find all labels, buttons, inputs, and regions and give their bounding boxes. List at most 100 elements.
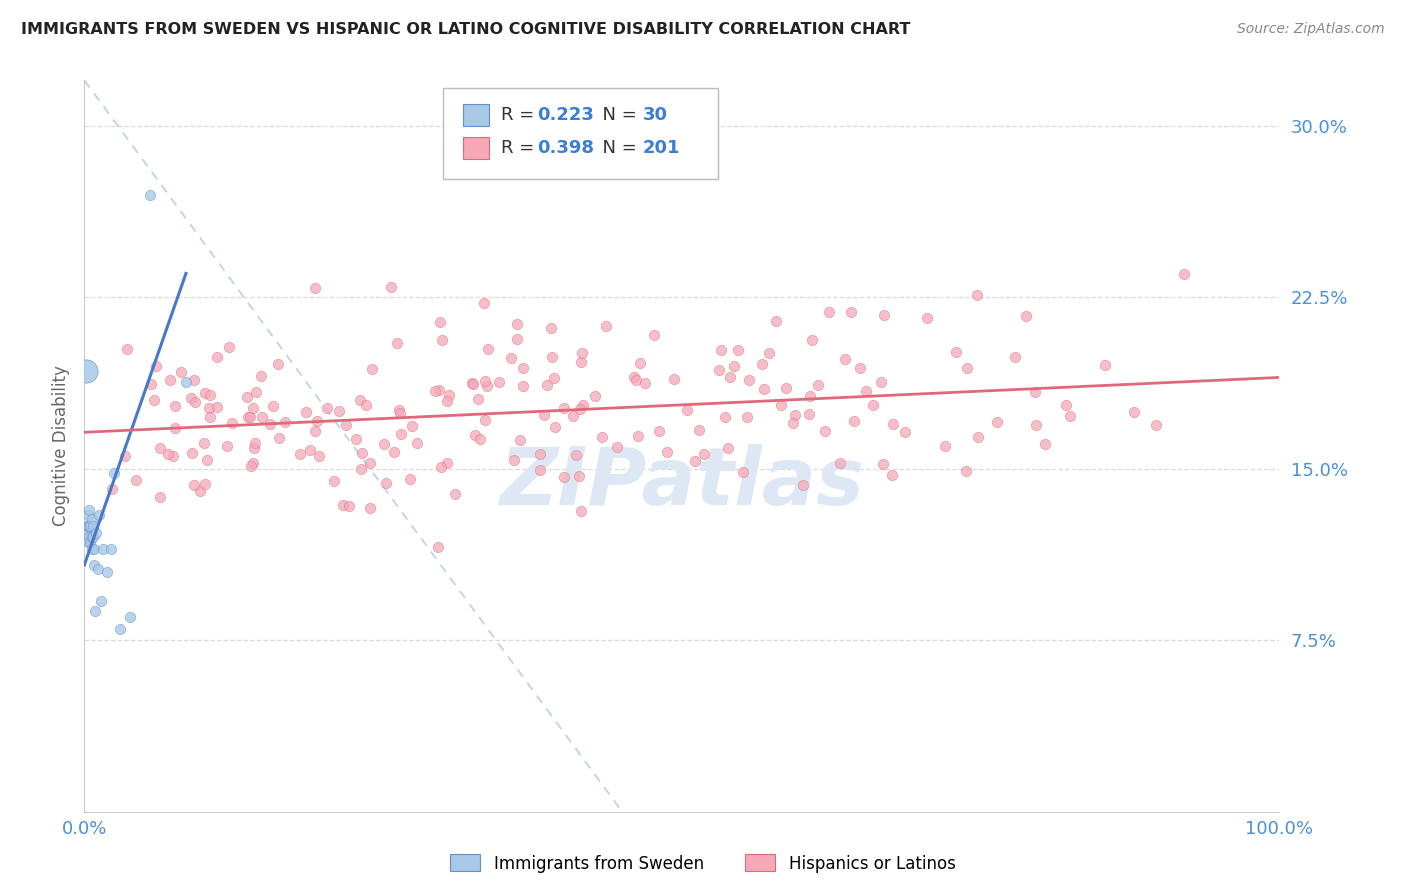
Point xyxy=(118,610,141,624)
Point xyxy=(115,342,138,356)
Point xyxy=(512,378,534,392)
Point xyxy=(882,417,904,431)
Point xyxy=(354,398,377,412)
Point xyxy=(262,399,284,413)
Point xyxy=(183,373,205,387)
Point xyxy=(828,456,851,470)
Point xyxy=(470,432,492,446)
Point xyxy=(882,468,904,483)
Point xyxy=(197,401,219,415)
Text: 0.223: 0.223 xyxy=(537,106,595,124)
Point xyxy=(738,373,761,387)
Point xyxy=(714,409,737,424)
Point xyxy=(114,449,136,463)
Point xyxy=(77,508,100,522)
Point xyxy=(562,409,585,424)
Point xyxy=(188,484,211,499)
Point xyxy=(389,406,412,420)
Point xyxy=(917,311,939,326)
Point xyxy=(769,398,792,412)
Point xyxy=(623,370,645,384)
Point xyxy=(239,410,262,425)
Point xyxy=(76,519,98,533)
Point xyxy=(79,535,101,549)
Point xyxy=(193,436,215,450)
Point xyxy=(956,361,979,376)
Point xyxy=(423,384,446,398)
Point xyxy=(83,558,105,572)
Point xyxy=(243,441,266,455)
Point xyxy=(655,445,678,459)
Point xyxy=(217,440,239,454)
Point xyxy=(86,525,108,540)
Point xyxy=(1173,268,1195,282)
Point xyxy=(799,389,821,403)
Point xyxy=(221,416,243,430)
FancyBboxPatch shape xyxy=(463,137,489,160)
Point xyxy=(807,378,830,392)
Point xyxy=(693,447,716,461)
Point xyxy=(308,449,330,463)
Point xyxy=(79,519,101,533)
Point xyxy=(986,415,1008,429)
Point xyxy=(316,401,339,415)
Point xyxy=(242,401,264,415)
Point xyxy=(727,343,749,357)
Point xyxy=(294,405,316,419)
Point xyxy=(359,501,381,516)
Point xyxy=(718,370,741,384)
Point xyxy=(374,476,396,491)
Point xyxy=(643,327,665,342)
Point xyxy=(181,445,204,459)
Point xyxy=(82,519,104,533)
Point xyxy=(662,372,685,386)
Point xyxy=(568,468,591,483)
Point xyxy=(80,541,103,556)
Point xyxy=(717,441,740,455)
Point xyxy=(194,476,217,491)
Point xyxy=(139,187,162,202)
Point xyxy=(149,441,172,455)
Point xyxy=(83,541,105,556)
Point xyxy=(834,351,856,366)
Text: R =: R = xyxy=(502,106,540,124)
Point xyxy=(839,305,862,319)
Text: IMMIGRANTS FROM SWEDEN VS HISPANIC OR LATINO COGNITIVE DISABILITY CORRELATION CH: IMMIGRANTS FROM SWEDEN VS HISPANIC OR LA… xyxy=(21,22,911,37)
Point xyxy=(101,482,124,496)
Point xyxy=(583,388,606,402)
Point xyxy=(751,357,773,371)
Point xyxy=(76,530,98,544)
Point xyxy=(84,604,107,618)
Point xyxy=(143,392,166,407)
Point xyxy=(243,436,266,450)
Point xyxy=(242,456,264,470)
Point xyxy=(304,280,326,294)
Point xyxy=(218,340,240,354)
Point xyxy=(688,423,710,437)
Point xyxy=(683,454,706,468)
Point xyxy=(553,401,575,415)
Point xyxy=(801,333,824,347)
Point xyxy=(634,376,657,391)
Point xyxy=(307,414,329,428)
Point xyxy=(236,391,259,405)
Point xyxy=(96,565,118,579)
Point xyxy=(1122,404,1144,418)
Point xyxy=(506,332,529,346)
Point xyxy=(93,541,115,556)
Point xyxy=(349,461,371,475)
Point xyxy=(792,478,814,492)
Point xyxy=(862,398,884,412)
Point xyxy=(80,512,103,526)
Point xyxy=(198,388,221,402)
Point xyxy=(162,449,184,463)
Point xyxy=(159,373,181,387)
Point xyxy=(553,470,575,484)
Point xyxy=(966,430,988,444)
Point xyxy=(595,318,617,333)
Point xyxy=(274,415,297,429)
Point xyxy=(529,447,551,461)
Point xyxy=(249,369,271,384)
Point xyxy=(765,314,787,328)
Point xyxy=(775,381,797,395)
